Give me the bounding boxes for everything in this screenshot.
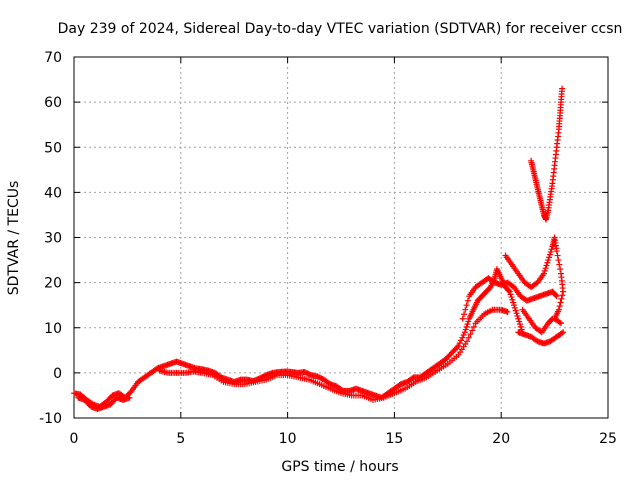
data-point-marker — [552, 292, 559, 299]
data-point-marker — [554, 252, 561, 259]
data-point-marker — [463, 323, 470, 330]
data-point-marker — [454, 344, 461, 351]
y-tick-label: 50 — [44, 140, 62, 156]
series-main — [71, 266, 526, 410]
data-point-marker — [560, 288, 567, 295]
data-point-marker — [505, 287, 512, 294]
data-point-marker — [511, 302, 518, 309]
data-point-marker — [556, 261, 563, 268]
data-point-marker — [548, 246, 555, 253]
data-point-marker — [556, 319, 563, 326]
data-point-marker — [507, 291, 514, 298]
x-tick-label: 5 — [176, 431, 185, 447]
data-point-marker — [544, 259, 551, 266]
y-tick-label: -10 — [39, 411, 62, 427]
data-point-marker — [555, 257, 562, 264]
data-point-marker — [459, 334, 466, 341]
y-tick-label: 40 — [44, 185, 62, 201]
tick-labels: 0 5 10 15 20 25 -10 0 10 20 30 40 50 60 70 — [39, 50, 617, 447]
y-tick-label: 0 — [53, 366, 62, 382]
data-point-marker — [464, 321, 471, 328]
x-tick-label: 10 — [279, 431, 297, 447]
data-point-marker — [462, 326, 469, 333]
plot-frame — [73, 56, 609, 419]
data-point-marker — [548, 316, 555, 323]
data-point-marker — [127, 389, 134, 396]
data-point-marker — [541, 267, 548, 274]
x-tick-label: 25 — [599, 431, 617, 447]
x-tick-label: 20 — [492, 431, 510, 447]
chart-title: Day 239 of 2024, Sidereal Day-to-day VTE… — [58, 21, 623, 37]
grid — [74, 57, 608, 418]
data-point-marker — [458, 337, 465, 344]
data-point-marker — [463, 302, 470, 309]
data-point-marker — [512, 307, 519, 314]
data-point-marker — [469, 327, 476, 334]
x-tick-label: 15 — [385, 431, 403, 447]
data-point-marker — [460, 331, 467, 338]
data-point-marker — [465, 334, 472, 341]
y-axis-label: SDTVAR / TECUs — [6, 181, 22, 296]
data-point-marker — [557, 299, 564, 306]
data-point-marker — [455, 342, 462, 349]
series-right-tail — [502, 234, 567, 347]
data-point-marker — [546, 251, 553, 258]
data-point-marker — [462, 306, 469, 313]
data-points — [71, 85, 567, 412]
y-tick-label: 60 — [44, 95, 62, 111]
y-tick-label: 30 — [44, 231, 62, 247]
data-point-marker — [549, 315, 556, 322]
data-point-marker — [558, 295, 565, 302]
data-point-marker — [556, 303, 563, 310]
data-point-marker — [506, 288, 513, 295]
x-axis-label: GPS time / hours — [281, 459, 398, 475]
data-point-marker — [465, 318, 472, 325]
data-point-marker — [467, 331, 474, 338]
data-point-marker — [558, 330, 565, 337]
data-point-marker — [126, 394, 133, 401]
data-point-marker — [557, 266, 564, 273]
data-point-marker — [560, 329, 567, 336]
data-point-marker — [543, 262, 550, 269]
y-tick-label: 10 — [44, 321, 62, 337]
data-point-marker — [545, 257, 552, 264]
data-point-marker — [516, 321, 523, 328]
data-point-marker — [513, 310, 520, 317]
data-point-marker — [461, 311, 468, 318]
data-point-marker — [515, 315, 522, 322]
data-point-marker — [456, 340, 463, 347]
series-lower-band — [75, 306, 511, 412]
x-tick-label: 0 — [70, 431, 79, 447]
data-point-marker — [461, 329, 468, 336]
data-point-marker — [509, 296, 516, 303]
data-point-marker — [517, 323, 524, 330]
data-point-marker — [459, 315, 466, 322]
y-tick-label: 20 — [44, 276, 62, 292]
data-point-marker — [510, 299, 517, 306]
data-point-marker — [508, 294, 515, 301]
y-tick-label: 70 — [44, 50, 62, 66]
data-point-marker — [553, 248, 560, 255]
data-point-marker — [547, 248, 554, 255]
data-point-marker — [516, 318, 523, 325]
data-point-marker — [558, 320, 565, 327]
data-point-marker — [464, 338, 471, 345]
data-point-marker — [542, 265, 549, 272]
data-point-marker — [540, 270, 547, 277]
data-point-marker — [504, 308, 511, 315]
data-point-marker — [559, 85, 566, 92]
series-upper-branch — [459, 275, 560, 322]
data-point-marker — [464, 297, 471, 304]
data-point-marker — [470, 323, 477, 330]
data-point-marker — [514, 313, 521, 320]
series-spike — [528, 85, 566, 223]
data-point-marker — [546, 254, 553, 261]
data-point-marker — [559, 292, 566, 299]
data-point-marker — [511, 304, 518, 311]
data-point-marker — [553, 293, 560, 300]
